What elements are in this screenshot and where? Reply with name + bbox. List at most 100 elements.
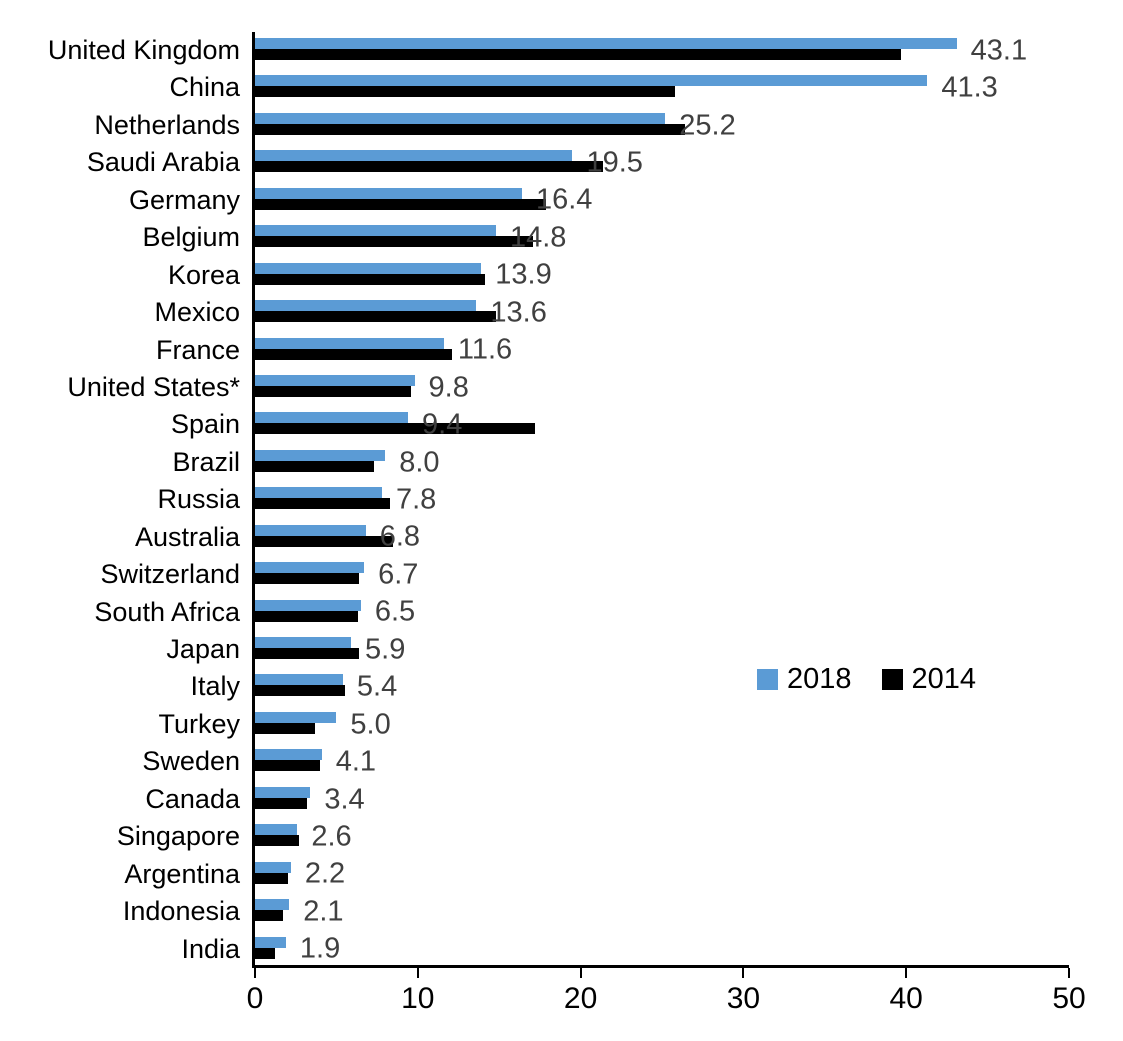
bar-group: 6.8: [255, 519, 1069, 556]
bar-group: 16.4: [255, 182, 1069, 219]
bar-group: 9.8: [255, 369, 1069, 406]
bar-group: 41.3: [255, 69, 1069, 106]
bar-2018: [255, 861, 291, 873]
category-label: Japan: [166, 634, 240, 665]
value-label: 2.2: [304, 857, 346, 890]
bar-2018: [255, 899, 290, 911]
bar-2018: [255, 38, 957, 49]
bar-2014: [255, 722, 316, 734]
bar-group: 5.0: [255, 706, 1069, 743]
value-label: 5.0: [350, 708, 391, 741]
bar-2014: [255, 610, 358, 622]
value-label: 43.1: [970, 34, 1028, 67]
bar-2014: [255, 797, 308, 809]
legend-swatch-2014: [881, 669, 903, 690]
bar-2014: [255, 86, 676, 98]
category-label: France: [155, 334, 240, 365]
bar-2018: [255, 599, 361, 611]
bar-2018: [255, 225, 496, 237]
bar-2018: [255, 749, 322, 761]
value-label: 25.2: [679, 109, 736, 142]
bar-group: 9.4: [255, 406, 1069, 443]
category-label: Belgium: [142, 222, 240, 253]
bar-2014: [255, 685, 345, 697]
x-axis-tick-label: 40: [889, 982, 923, 1015]
category-label: Spain: [170, 409, 240, 440]
value-label: 5.4: [356, 670, 398, 703]
bar-2018: [255, 150, 573, 162]
bar-group: 2.6: [255, 818, 1069, 855]
value-label: 14.8: [509, 221, 567, 254]
category-label: Indonesia: [122, 896, 240, 927]
category-label: Argentina: [124, 858, 240, 889]
bar-2018: [255, 112, 666, 124]
bar-group: 1.9: [255, 931, 1069, 968]
category-label: Netherlands: [94, 109, 240, 140]
category-label: Singapore: [116, 821, 240, 852]
bar-group: 6.5: [255, 594, 1069, 631]
bar-group: 3.4: [255, 781, 1069, 818]
value-label: 5.9: [365, 633, 406, 666]
bar-2014: [255, 273, 485, 285]
value-label: 13.6: [490, 296, 547, 329]
x-axis-tick: [579, 968, 582, 978]
legend-swatch-2018: [757, 669, 778, 690]
bar-2014: [255, 648, 360, 660]
value-label: 3.4: [324, 783, 365, 816]
legend: 2018 2014: [757, 663, 976, 696]
value-label: 6.8: [379, 520, 421, 553]
legend-entry-2014: 2014: [881, 663, 977, 696]
category-label: Canada: [145, 783, 240, 814]
value-label: 8.0: [399, 446, 440, 479]
value-label: 2.1: [303, 895, 344, 928]
category-label: South Africa: [94, 596, 240, 627]
value-label: 4.1: [335, 745, 377, 778]
bar-2014: [255, 161, 604, 173]
bar-group: 19.5: [255, 144, 1069, 181]
category-label: Sweden: [142, 746, 240, 777]
value-label: 2.6: [311, 820, 352, 853]
bar-2018: [255, 187, 522, 199]
value-label: 6.5: [374, 595, 416, 628]
value-label: 16.4: [535, 183, 593, 216]
bar-2014: [255, 385, 412, 397]
bar-2018: [255, 786, 311, 798]
value-label: 19.5: [586, 146, 643, 179]
value-label: 9.4: [422, 408, 463, 441]
category-label: Australia: [134, 521, 240, 552]
category-label: Turkey: [158, 708, 240, 739]
x-axis-tick-label: 0: [246, 982, 264, 1015]
bar-2018: [255, 262, 482, 274]
category-label: Saudi Arabia: [86, 147, 240, 178]
x-axis-tick: [254, 968, 256, 978]
x-axis-tick-label: 50: [1052, 982, 1086, 1015]
bar-2018: [255, 524, 366, 536]
value-label: 7.8: [395, 483, 437, 516]
bar-2018: [255, 374, 415, 386]
bar-2014: [255, 423, 536, 435]
bar-group: 13.6: [255, 294, 1069, 331]
bar-2014: [255, 760, 321, 772]
category-label: Germany: [128, 184, 240, 215]
bar-2018: [255, 674, 343, 686]
bar-2018: [255, 936, 286, 948]
bar-2014: [255, 872, 288, 884]
value-label: 6.7: [378, 558, 419, 591]
category-label: Italy: [190, 671, 240, 702]
bar-2014: [255, 835, 299, 847]
bar-2014: [255, 910, 283, 922]
bar-group: 11.6: [255, 332, 1069, 369]
x-axis-tick: [905, 968, 908, 978]
bar-2018: [255, 711, 337, 723]
x-axis-tick-label: 20: [563, 982, 598, 1015]
x-axis-tick: [1068, 968, 1070, 978]
bar-2018: [255, 449, 386, 461]
bar-group: 5.9: [255, 631, 1069, 668]
bar-2014: [255, 947, 275, 959]
value-label: 11.6: [457, 333, 513, 366]
bar-2014: [255, 573, 360, 585]
bar-2014: [255, 348, 452, 360]
bar-2014: [255, 236, 534, 248]
legend-label-2014: 2014: [911, 663, 977, 695]
value-label: 1.9: [299, 932, 341, 965]
